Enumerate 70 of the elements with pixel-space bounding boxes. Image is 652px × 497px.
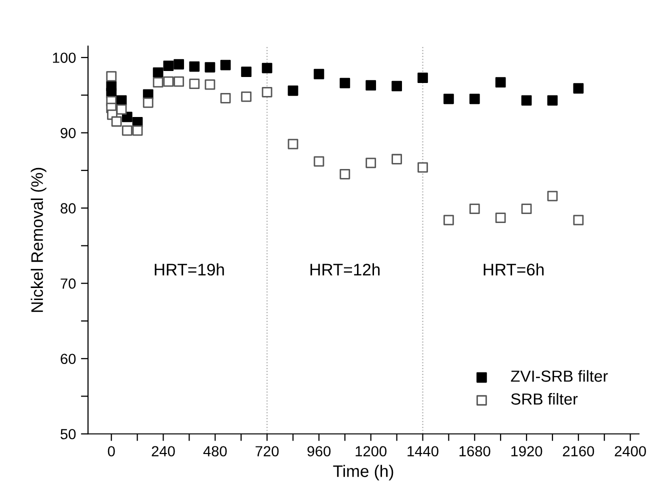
y-tick-label: 70 bbox=[60, 278, 76, 289]
y-tick-label: 100 bbox=[52, 52, 76, 63]
point bbox=[152, 77, 164, 88]
y-tick-label: 90 bbox=[60, 128, 76, 138]
x-tick-label: 480 bbox=[203, 446, 227, 456]
legend-label: ZVI-SRB filter bbox=[510, 370, 608, 382]
point bbox=[314, 68, 324, 80]
point bbox=[418, 162, 428, 173]
point bbox=[163, 60, 174, 71]
point bbox=[288, 138, 298, 150]
point bbox=[116, 104, 127, 115]
point bbox=[288, 85, 298, 96]
point bbox=[340, 78, 350, 88]
point bbox=[340, 168, 350, 180]
point bbox=[469, 94, 480, 104]
point bbox=[469, 204, 480, 214]
point bbox=[521, 95, 532, 106]
point bbox=[262, 86, 272, 98]
x-tick-label: 1680 bbox=[460, 446, 490, 456]
x-tick-label: 960 bbox=[307, 446, 331, 456]
point bbox=[366, 158, 376, 168]
point bbox=[443, 94, 454, 104]
x-tick-label: 1200 bbox=[356, 446, 386, 456]
point bbox=[163, 76, 174, 87]
point bbox=[547, 95, 558, 106]
point bbox=[547, 190, 558, 202]
point bbox=[241, 66, 252, 78]
annotation: HRT=12h bbox=[310, 263, 380, 276]
x-tick-label: 1920 bbox=[511, 446, 542, 456]
point bbox=[142, 97, 154, 108]
annotation: HRT=6h bbox=[484, 263, 544, 276]
point bbox=[111, 116, 122, 127]
y-axis-title: Nickel Removal (%) bbox=[30, 168, 46, 312]
x-tick-label: 2400 bbox=[614, 446, 646, 456]
point bbox=[573, 214, 584, 226]
y-tick-label: 80 bbox=[60, 203, 76, 214]
point bbox=[220, 92, 231, 104]
legend-label: SRB filter bbox=[511, 392, 578, 405]
point bbox=[573, 83, 584, 94]
point bbox=[495, 77, 506, 88]
point bbox=[132, 125, 143, 136]
point bbox=[106, 71, 117, 82]
point bbox=[122, 125, 132, 136]
point bbox=[189, 78, 200, 90]
x-tick-label: 2160 bbox=[562, 446, 594, 456]
x-tick-label: 240 bbox=[152, 446, 175, 456]
point bbox=[204, 79, 216, 90]
annotation: HRT=19h bbox=[154, 263, 224, 276]
point bbox=[241, 91, 252, 102]
point bbox=[443, 214, 454, 226]
x-tick-label: 0 bbox=[108, 446, 115, 456]
point bbox=[174, 76, 184, 87]
x-tick-label: 1440 bbox=[408, 446, 438, 456]
point bbox=[521, 204, 532, 214]
point bbox=[392, 80, 402, 92]
x-axis-title: Time (h) bbox=[333, 464, 394, 480]
point bbox=[392, 154, 402, 164]
point bbox=[152, 67, 164, 78]
point bbox=[366, 80, 376, 91]
point bbox=[220, 60, 231, 70]
point bbox=[204, 62, 216, 72]
x-tick-label: 720 bbox=[256, 446, 279, 456]
point bbox=[174, 59, 184, 70]
point bbox=[495, 212, 506, 224]
point bbox=[314, 156, 324, 167]
point bbox=[418, 72, 428, 84]
point bbox=[189, 61, 200, 72]
y-tick-label: 50 bbox=[60, 428, 76, 440]
point bbox=[262, 62, 272, 74]
y-tick-label: 60 bbox=[60, 354, 76, 364]
